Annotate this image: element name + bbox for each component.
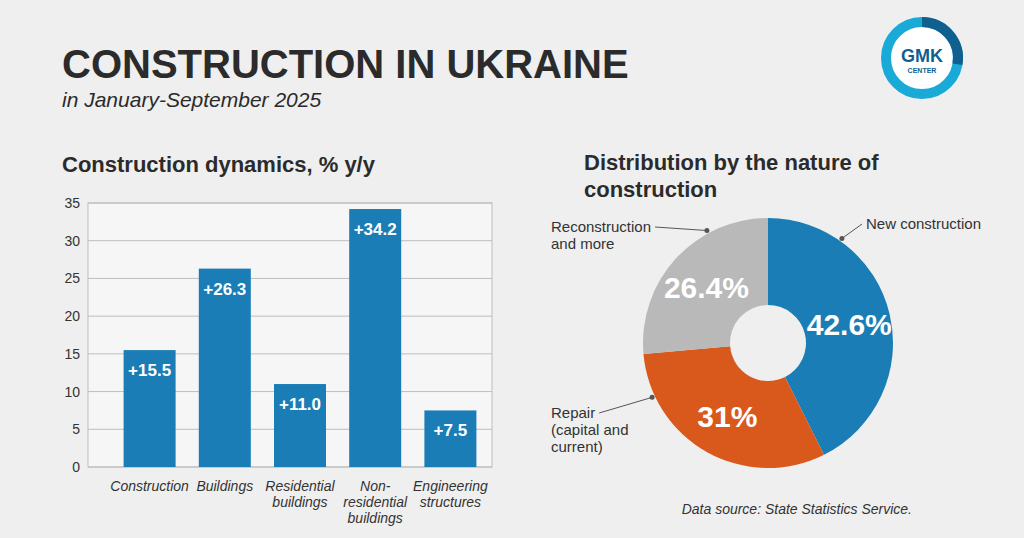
category-label-line: Residential xyxy=(265,478,335,494)
logo: GMKCENTER xyxy=(886,22,958,94)
category-label-line: Engineering xyxy=(413,478,488,494)
slice-label-line: Reconstruction xyxy=(551,218,651,235)
slice xyxy=(643,218,768,354)
chart-title: Construction dynamics, % y/y xyxy=(62,152,376,177)
grid-line xyxy=(88,316,492,317)
data-label: +7.5 xyxy=(434,421,468,440)
leader-dot xyxy=(704,228,709,233)
tick-label: 0 xyxy=(72,459,80,475)
tick-label: 35 xyxy=(64,195,80,211)
bars xyxy=(124,209,477,467)
grid-line xyxy=(88,240,492,241)
category-label-line: buildings xyxy=(272,494,327,510)
data-label: 26.4% xyxy=(664,271,749,304)
slices xyxy=(643,218,893,468)
category-label-line: buildings xyxy=(348,510,403,526)
bar xyxy=(199,269,251,467)
slice-label-line: (capital and xyxy=(551,421,629,438)
category-label: Buildings xyxy=(196,478,253,494)
category-label: Residentialbuildings xyxy=(265,478,335,510)
tick-label: 15 xyxy=(64,346,80,362)
category-label: Construction xyxy=(110,478,189,494)
source: Data source: State Statistics Service. xyxy=(682,501,912,517)
category-label-line: residential xyxy=(343,494,408,510)
leader-line xyxy=(599,397,652,413)
page: CONSTRUCTION IN UKRAINEin January-Septem… xyxy=(0,0,1024,538)
bar xyxy=(349,209,401,467)
page-subtitle: in January-September 2025 xyxy=(62,88,321,111)
leader-line xyxy=(842,224,862,238)
tick-label: 30 xyxy=(64,233,80,249)
chart-title: Distribution by the nature ofconstructio… xyxy=(584,150,879,202)
category-label: Non-residentialbuildings xyxy=(343,478,408,526)
data-label: +15.5 xyxy=(128,361,171,380)
slice xyxy=(643,346,824,468)
data-label: 31% xyxy=(697,400,757,433)
plot-area xyxy=(88,203,492,467)
category-label-line: Non- xyxy=(360,478,391,494)
slice-label-line: Repair xyxy=(551,404,595,421)
page-title: CONSTRUCTION IN UKRAINE xyxy=(62,42,629,86)
slice-label: Reconstructionand more xyxy=(551,218,651,252)
data-label: 42.6% xyxy=(807,308,892,341)
category-label-line: Construction xyxy=(110,478,189,494)
chart-title-line: construction xyxy=(584,177,717,202)
tick-label: 20 xyxy=(64,308,80,324)
logo-ring xyxy=(886,22,958,94)
bar xyxy=(424,410,476,467)
leader-dot xyxy=(839,236,844,241)
slice-label-line: New construction xyxy=(866,215,981,232)
grid-line xyxy=(88,203,492,204)
slice-label-line: current) xyxy=(551,438,603,455)
chart-title-line: Distribution by the nature of xyxy=(584,150,879,175)
slice-label: New construction xyxy=(866,215,981,232)
data-label: +26.3 xyxy=(203,280,246,299)
leader-line xyxy=(655,227,707,231)
slice-label-line: and more xyxy=(551,235,614,252)
slice-label: Repair(capital andcurrent) xyxy=(551,404,629,455)
tick-label: 10 xyxy=(64,384,80,400)
tick-label: 5 xyxy=(72,421,80,437)
category-label: Engineeringstructures xyxy=(413,478,488,510)
grid-line xyxy=(88,278,492,279)
logo-subtext: CENTER xyxy=(908,67,937,74)
category-label-line: Buildings xyxy=(196,478,253,494)
data-label: +11.0 xyxy=(279,395,321,414)
bar xyxy=(124,350,176,467)
tick-label: 25 xyxy=(64,270,80,286)
category-label-line: structures xyxy=(420,494,481,510)
bar xyxy=(274,384,326,467)
data-label: +34.2 xyxy=(354,220,397,239)
logo-text: GMK xyxy=(901,46,943,66)
leader-dot xyxy=(650,395,655,400)
